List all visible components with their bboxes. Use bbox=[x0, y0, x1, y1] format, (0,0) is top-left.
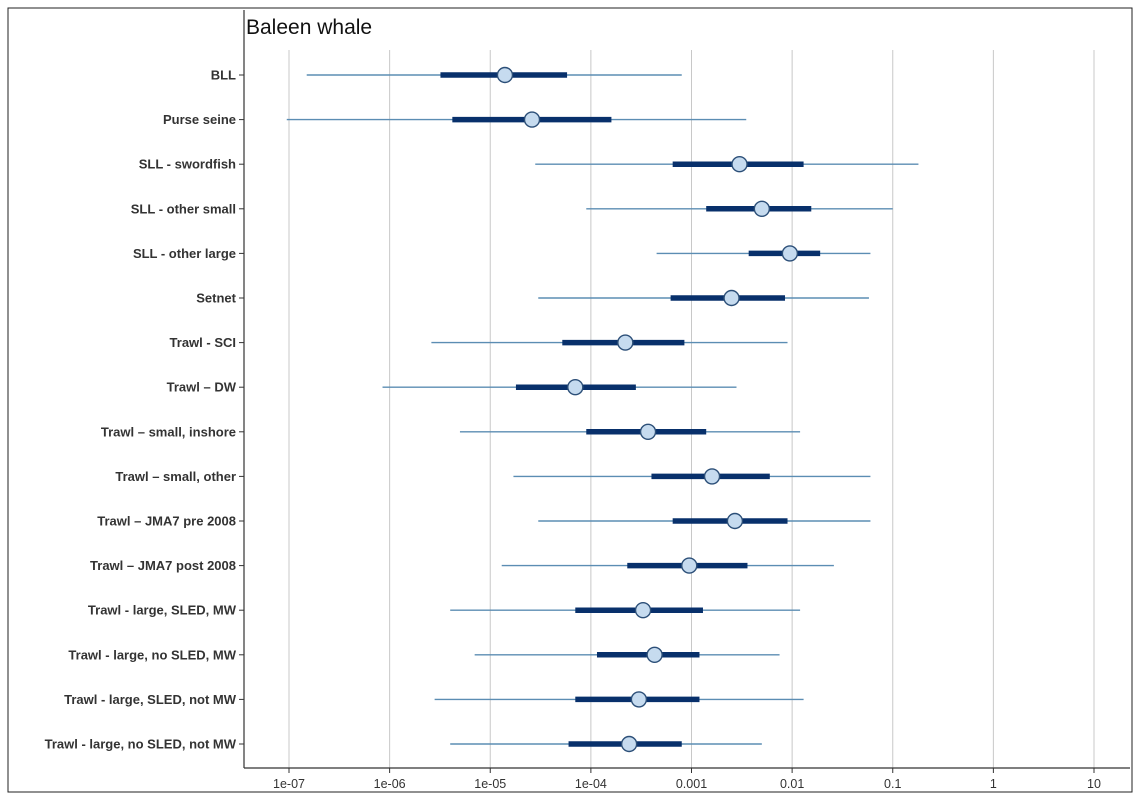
x-tick-label: 1 bbox=[990, 777, 997, 791]
median-point bbox=[634, 602, 652, 619]
x-tick-label: 1e-05 bbox=[474, 777, 506, 791]
category-label: Trawl - large, no SLED, MW bbox=[68, 647, 236, 662]
grid-lines bbox=[288, 50, 1095, 768]
category-label: Trawl - SCI bbox=[170, 335, 236, 350]
plot-frame bbox=[7, 7, 1133, 793]
median-point bbox=[646, 646, 663, 663]
median-point bbox=[753, 200, 771, 218]
category-label: SLL - other large bbox=[133, 246, 236, 261]
median-point bbox=[630, 691, 648, 708]
median-point bbox=[726, 512, 744, 530]
x-tick-label: 1e-04 bbox=[575, 777, 607, 791]
category-labels: BLL Purse seine SLL - swordfish SLL - other… bbox=[45, 68, 237, 752]
interval-marks bbox=[286, 66, 919, 753]
category-label: Setnet bbox=[196, 291, 236, 306]
median-point bbox=[723, 289, 740, 307]
median-point bbox=[703, 468, 721, 485]
chart-title: Baleen whale bbox=[246, 16, 372, 39]
x-tick-label: 0.1 bbox=[884, 777, 901, 791]
x-tick-label: 1e-06 bbox=[374, 777, 406, 791]
x-tick-label: 0.001 bbox=[676, 777, 707, 791]
median-point bbox=[567, 379, 584, 396]
category-label: Purse seine bbox=[163, 112, 236, 127]
category-label: Trawl – small, inshore bbox=[101, 424, 236, 439]
category-label: Trawl - large, SLED, MW bbox=[88, 603, 237, 618]
median-point bbox=[681, 557, 698, 574]
median-point bbox=[620, 735, 638, 753]
category-label: SLL - swordfish bbox=[139, 157, 236, 172]
x-tick-label: 0.01 bbox=[780, 777, 804, 791]
x-tick-labels: 1e-07 1e-06 1e-05 1e-04 0.001 0.01 0.1 1 10 bbox=[273, 777, 1101, 791]
median-point bbox=[731, 155, 748, 173]
median-point bbox=[639, 423, 657, 440]
category-label: Trawl – JMA7 post 2008 bbox=[90, 558, 236, 573]
category-label: Trawl – DW bbox=[167, 380, 237, 395]
category-label: BLL bbox=[211, 68, 236, 83]
median-point bbox=[781, 245, 799, 262]
category-label: Trawl - large, SLED, not MW bbox=[64, 692, 237, 707]
median-point bbox=[617, 334, 634, 351]
category-label: Trawl - large, no SLED, not MW bbox=[45, 737, 237, 752]
axes bbox=[239, 10, 1130, 773]
median-point bbox=[523, 111, 541, 128]
x-tick-label: 10 bbox=[1087, 777, 1101, 791]
category-label: Trawl – JMA7 pre 2008 bbox=[97, 514, 236, 529]
median-point bbox=[496, 66, 514, 84]
category-label: Trawl – small, other bbox=[115, 469, 236, 484]
category-label: SLL - other small bbox=[131, 201, 236, 216]
x-tick-label: 1e-07 bbox=[273, 777, 305, 791]
